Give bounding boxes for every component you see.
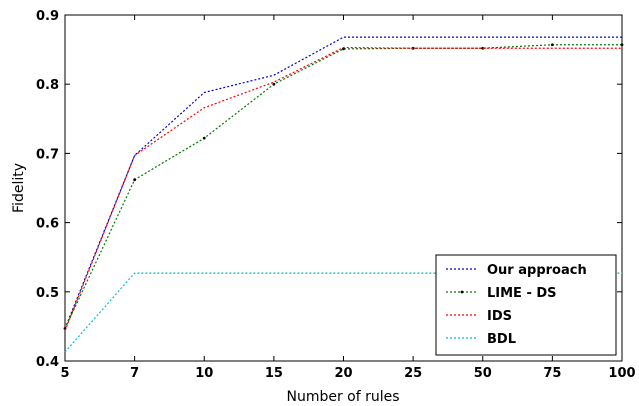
series-layer (63, 36, 624, 353)
x-tick-label: 10 (195, 366, 213, 381)
y-axis-ticks: 0.4 0.5 0.6 0.7 0.8 0.9 (36, 9, 622, 370)
series-line-1 (64, 36, 622, 329)
y-axis-label: Fidelity (11, 163, 27, 213)
series-line-3 (64, 46, 622, 331)
y-tick-label: 0.6 (36, 217, 59, 232)
y-tick-label: 0.4 (36, 355, 59, 370)
y-tick-label: 0.7 (36, 147, 59, 162)
series-point (620, 43, 624, 47)
series-point (342, 47, 345, 51)
legend-label: Our approach (487, 263, 587, 278)
x-tick-label: 5 (60, 366, 69, 381)
y-tick-label: 0.5 (36, 286, 59, 301)
legend-label: BDL (487, 332, 516, 347)
legend: Our approach LIME - DS IDS BDL (435, 254, 617, 356)
legend-label: IDS (487, 309, 512, 324)
x-tick-label: 50 (474, 366, 492, 381)
x-tick-label: 25 (404, 366, 422, 381)
series-point (202, 136, 206, 140)
series-line-2 (64, 44, 622, 329)
y-tick-label: 0.8 (36, 78, 59, 93)
x-tick-label: 75 (543, 366, 561, 381)
legend-label: LIME - DS (487, 286, 557, 301)
series-point (272, 82, 276, 86)
series-point (550, 43, 554, 47)
legend-marker (460, 290, 464, 294)
x-tick-label: 20 (334, 366, 352, 381)
x-axis-ticks: 5 7 10 15 20 25 50 75 100 (60, 15, 636, 381)
series-point (411, 46, 415, 50)
x-tick-label: 100 (608, 366, 635, 381)
series-point (133, 178, 137, 182)
x-tick-label: 15 (265, 366, 283, 381)
x-axis-label: Number of rules (286, 389, 399, 405)
y-tick-label: 0.9 (36, 9, 59, 24)
series-line-4 (64, 272, 622, 353)
x-tick-label: 7 (130, 366, 139, 381)
